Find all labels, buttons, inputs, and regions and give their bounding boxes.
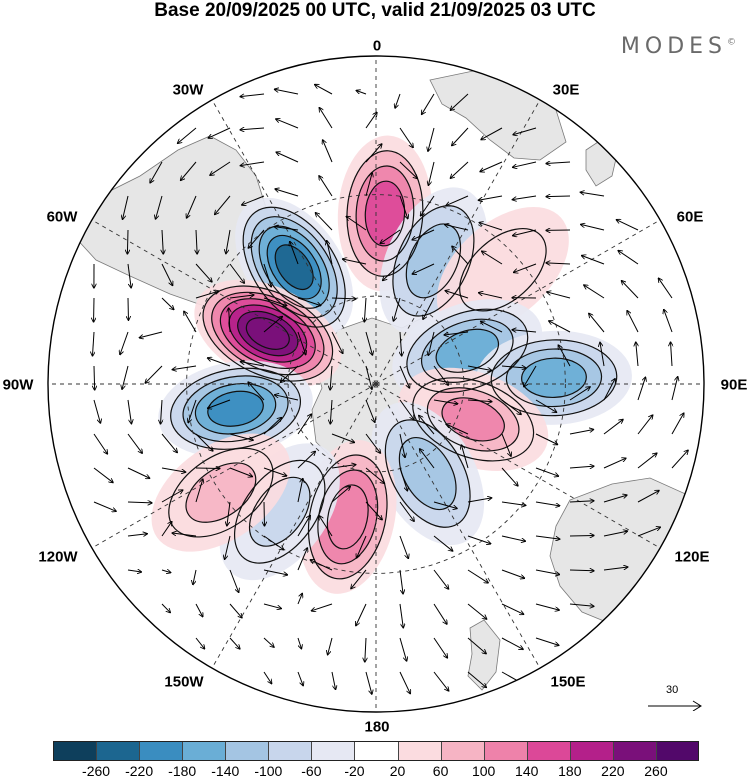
colorbar-tick-label: 260: [644, 763, 667, 779]
brand-mark: ©: [727, 38, 736, 48]
polar-map: [0, 0, 750, 783]
colorbar-tick-label: -260: [82, 763, 110, 779]
brand-text: MODES: [621, 34, 727, 59]
colorbar-tick-label: 20: [390, 763, 406, 779]
colorbar-tick-label: -20: [344, 763, 364, 779]
colorbar-tick-label: 100: [472, 763, 495, 779]
wind-vector: [546, 196, 570, 197]
lon-label-120e: 120E: [674, 549, 709, 566]
colorbar-tick-label: -100: [254, 763, 282, 779]
lon-label-0: 0: [373, 38, 381, 55]
lon-label-30e: 30E: [553, 82, 580, 99]
wind-vector: [127, 230, 128, 254]
colorbar-tick-label: -140: [211, 763, 239, 779]
lon-label-90w: 90W: [3, 377, 34, 394]
lon-label-90e: 90E: [721, 377, 748, 394]
reference-arrow: [648, 697, 704, 711]
lon-label-150e: 150E: [550, 674, 585, 691]
colorbar-tick-label: 140: [515, 763, 538, 779]
reference-vector-label: 30: [666, 684, 678, 696]
colorbar-frame: [53, 741, 699, 761]
lon-label-60w: 60W: [47, 209, 78, 226]
wind-vector: [94, 366, 95, 390]
colorbar-tick-label: -220: [125, 763, 153, 779]
lon-label-180: 180: [364, 719, 389, 736]
brand-logo: MODES©: [621, 34, 736, 59]
colorbar-tick-label: -180: [168, 763, 196, 779]
colorbar-tick-label: 220: [601, 763, 624, 779]
lon-label-30w: 30W: [173, 82, 204, 99]
lon-label-60e: 60E: [677, 209, 704, 226]
chart-title: Base 20/09/2025 00 UTC, valid 21/09/2025…: [0, 0, 750, 22]
lon-label-120w: 120W: [38, 549, 77, 566]
colorbar-tick-label: 60: [433, 763, 449, 779]
lon-label-150w: 150W: [164, 674, 203, 691]
colorbar-tick-label: -60: [301, 763, 321, 779]
wind-vector: [570, 535, 594, 536]
colorbar-tick-label: 180: [558, 763, 581, 779]
